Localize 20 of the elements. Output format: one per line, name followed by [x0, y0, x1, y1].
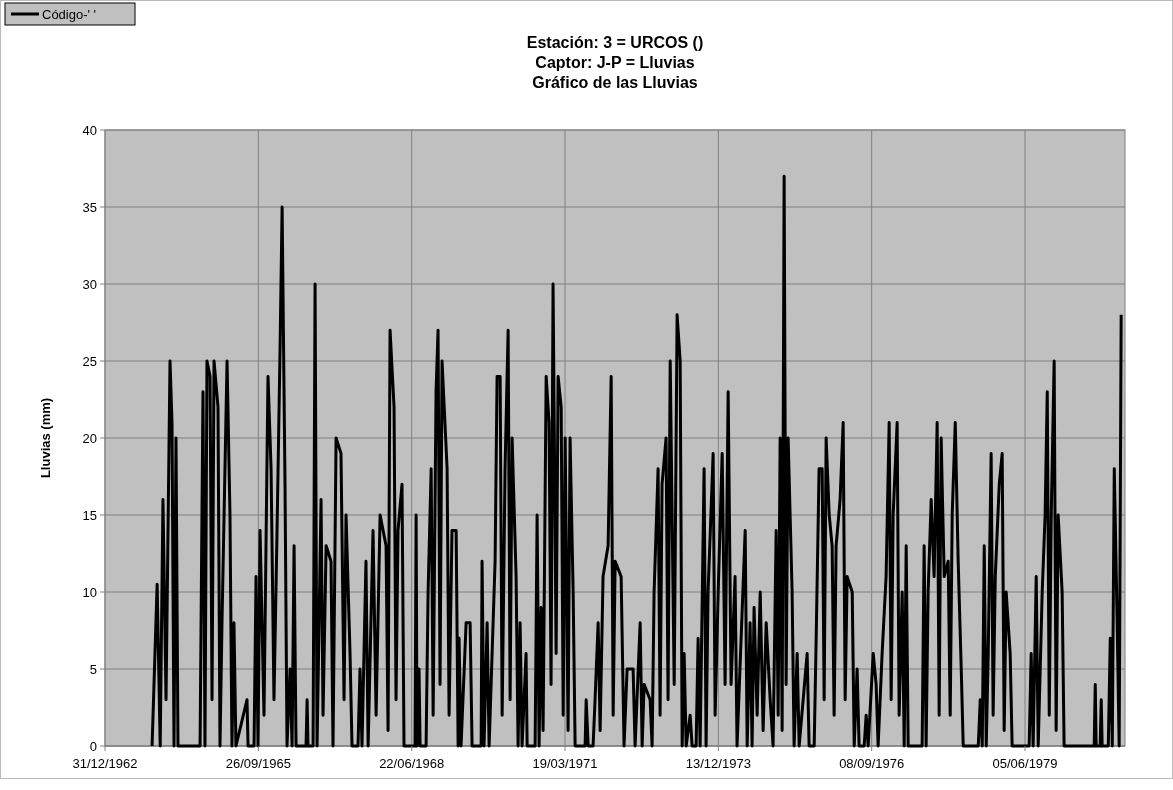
- y-axis-title: Lluvias (mm): [38, 397, 53, 479]
- y-tick-label: 35: [82, 199, 97, 215]
- x-tick-label: 22/06/1968: [379, 756, 445, 771]
- chart-title: Estación: 3 = URCOS () Captor: J-P = Lluvias Gráfico de las Lluvias: [526, 34, 704, 91]
- line-series: [150, 174, 1123, 748]
- y-tick-label: 0: [89, 738, 97, 754]
- x-tick-label: 19/03/1971: [532, 756, 598, 771]
- x-tick-label: 31/12/1962: [72, 756, 138, 771]
- y-tick-label: 20: [82, 430, 97, 446]
- y-tick-label: 25: [82, 353, 97, 369]
- x-tick-label: 05/06/1979: [992, 756, 1058, 771]
- x-tick-label: 13/12/1973: [685, 756, 751, 771]
- y-tick-label: 5: [89, 661, 97, 677]
- x-tick-label: 08/09/1976: [839, 756, 905, 771]
- legend-label: Código-' ': [42, 6, 97, 22]
- x-tick-label: 26/09/1965: [225, 756, 291, 771]
- y-tick-label: 30: [82, 276, 97, 292]
- y-tick-label: 10: [82, 584, 97, 600]
- y-tick-label: 40: [82, 122, 97, 138]
- y-tick-label: 15: [82, 507, 97, 523]
